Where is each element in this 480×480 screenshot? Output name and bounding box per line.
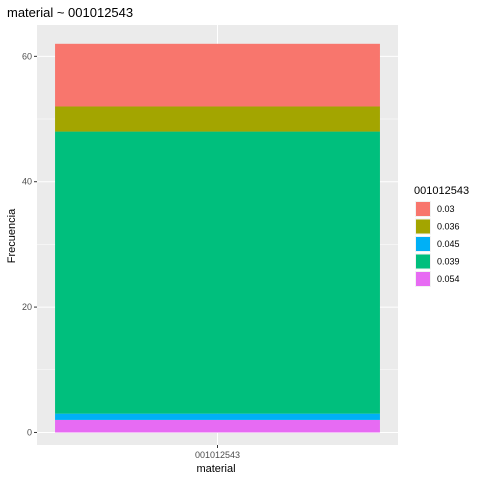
y-tick-label: 60 (22, 51, 32, 61)
legend-label: 0.054 (437, 274, 460, 284)
legend-swatch (416, 237, 430, 251)
chart-title: material ~ 001012543 (7, 5, 133, 20)
legend-label: 0.039 (437, 257, 460, 267)
bar-stack (55, 43, 380, 433)
bar-segment-0.036 (55, 106, 380, 132)
legend-title: 001012543 (414, 185, 469, 197)
bar-segment-0.039 (55, 131, 380, 414)
x-axis-title: material (196, 463, 235, 475)
x-tick-label: 001012543 (195, 450, 240, 460)
legend-swatch (416, 202, 430, 216)
legend-swatch (416, 254, 430, 269)
x-axis: 001012543 (195, 445, 240, 460)
legend-swatch (416, 272, 430, 286)
y-axis-title: Frecuencia (6, 208, 18, 263)
bar-segment-0.045 (55, 413, 380, 420)
y-tick-label: 40 (22, 177, 32, 187)
legend-label: 0.045 (437, 239, 460, 249)
y-axis: 0 20 40 60 (22, 51, 37, 437)
legend-label: 0.036 (437, 222, 460, 232)
legend: 001012543 0.03 0.036 0.045 0.039 0.054 (414, 185, 469, 287)
legend-label: 0.03 (437, 204, 455, 214)
y-tick-label: 20 (22, 302, 32, 312)
y-tick-label: 0 (27, 427, 32, 437)
bar-segment-0.054 (55, 419, 380, 433)
legend-swatch (416, 219, 430, 234)
bar-segment-0.03 (55, 43, 380, 107)
